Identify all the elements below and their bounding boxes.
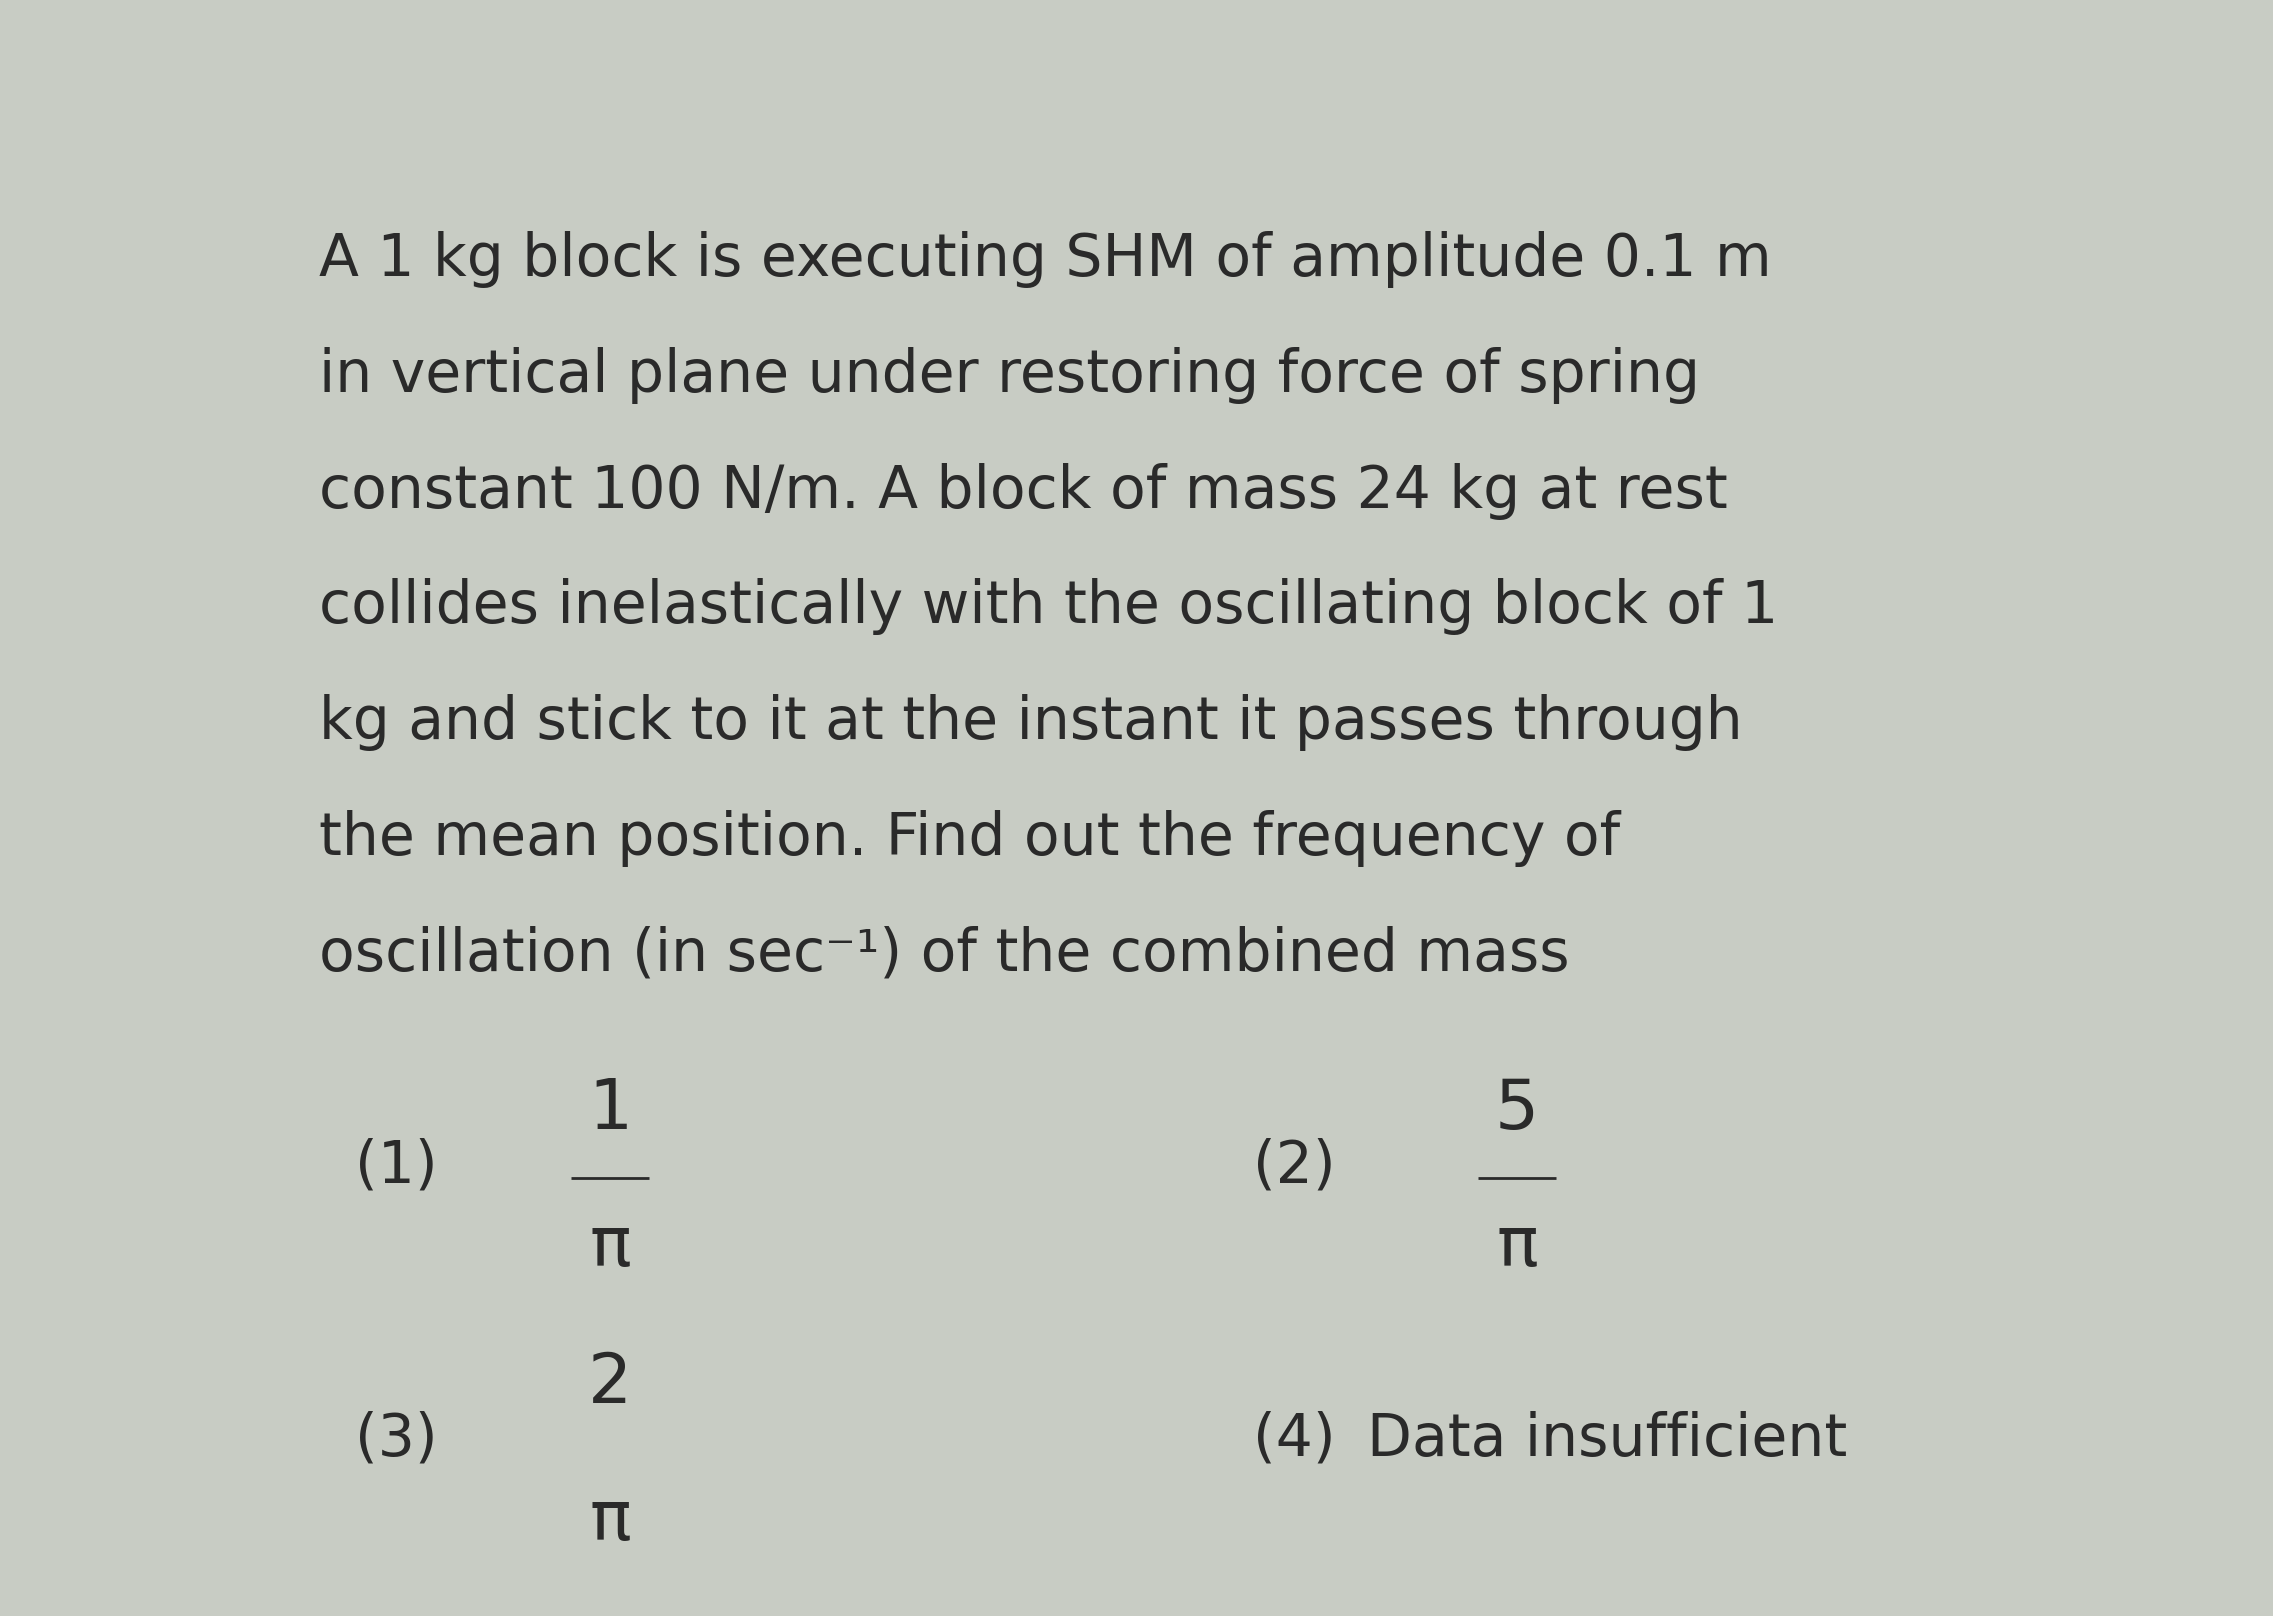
Text: Data insufficient: Data insufficient: [1368, 1411, 1848, 1467]
Text: oscillation (in sec⁻¹) of the combined mass: oscillation (in sec⁻¹) of the combined m…: [318, 926, 1571, 983]
Text: π: π: [1496, 1214, 1539, 1280]
Text: π: π: [589, 1487, 632, 1553]
Text: in vertical plane under restoring force of spring: in vertical plane under restoring force …: [318, 347, 1700, 404]
Text: 5: 5: [1496, 1076, 1539, 1144]
Text: 2: 2: [589, 1349, 632, 1417]
Text: the mean position. Find out the frequency of: the mean position. Find out the frequenc…: [318, 810, 1621, 866]
Text: π: π: [589, 1214, 632, 1280]
Text: (1): (1): [355, 1138, 436, 1194]
Text: (2): (2): [1252, 1138, 1337, 1194]
Text: constant 100 N/m. A block of mass 24 kg at rest: constant 100 N/m. A block of mass 24 kg …: [318, 462, 1727, 520]
Text: 1: 1: [589, 1076, 632, 1144]
Text: A 1 kg block is executing SHM of amplitude 0.1 m: A 1 kg block is executing SHM of amplitu…: [318, 231, 1773, 288]
Text: (4): (4): [1252, 1411, 1337, 1467]
Text: collides inelastically with the oscillating block of 1: collides inelastically with the oscillat…: [318, 579, 1777, 635]
Text: kg and stick to it at the instant it passes through: kg and stick to it at the instant it pas…: [318, 695, 1743, 751]
Text: (3): (3): [355, 1411, 436, 1467]
